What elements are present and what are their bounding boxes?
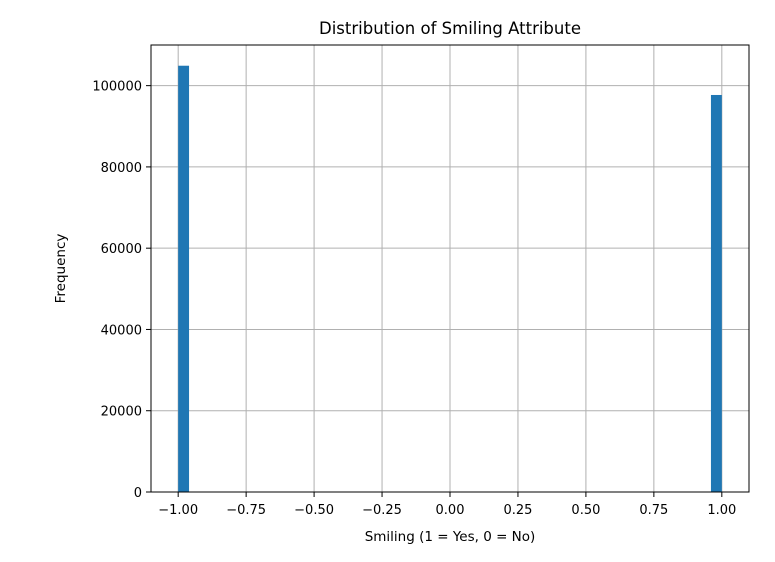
bars xyxy=(178,65,722,492)
chart-title: Distribution of Smiling Attribute xyxy=(319,19,581,38)
x-tick-label: −0.75 xyxy=(226,503,266,518)
y-axis-label: Frequency xyxy=(53,234,69,304)
y-tick-label: 80000 xyxy=(101,161,142,176)
x-tick-label: 0.50 xyxy=(571,503,600,518)
x-tick-label: 0.75 xyxy=(639,503,668,518)
x-tick-label: −1.00 xyxy=(158,503,198,518)
x-tick-label: 0.25 xyxy=(503,503,532,518)
histogram-bar xyxy=(178,65,190,492)
y-tick-label: 0 xyxy=(134,486,142,501)
y-tick-label: 100000 xyxy=(92,80,142,95)
y-tick-label: 20000 xyxy=(101,405,142,420)
x-tick-label: −0.50 xyxy=(294,503,334,518)
x-axis-label: Smiling (1 = Yes, 0 = No) xyxy=(365,529,536,545)
x-tick-label: −0.25 xyxy=(362,503,402,518)
x-tick-label: 1.00 xyxy=(707,503,736,518)
y-tick-label: 40000 xyxy=(101,323,142,338)
x-axis: −1.00 −0.75 −0.50 −0.25 0.00 0.25 0.50 0.75 1.00 xyxy=(158,492,736,518)
x-tick-label: 0.00 xyxy=(436,503,465,518)
histogram-bar xyxy=(710,94,722,492)
y-axis: 0 20000 40000 60000 80000 100000 xyxy=(92,80,151,501)
y-tick-label: 60000 xyxy=(101,242,142,257)
